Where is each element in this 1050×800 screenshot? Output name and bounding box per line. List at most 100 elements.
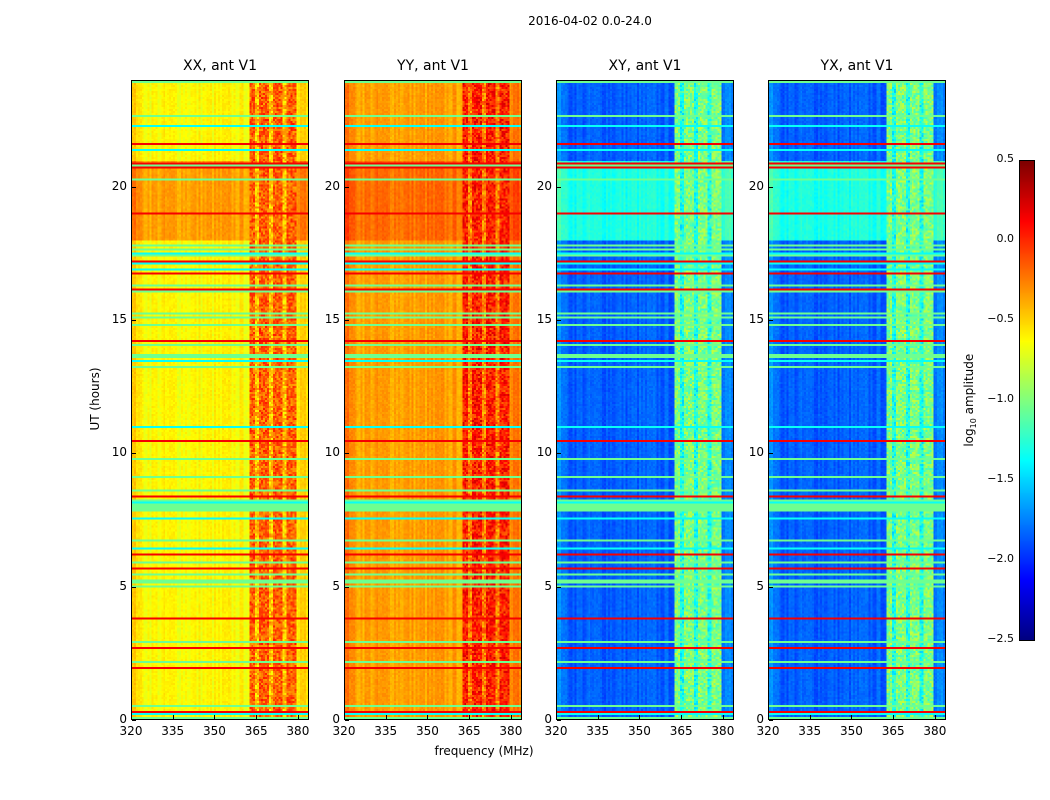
heatmap-cells bbox=[345, 81, 521, 719]
y-tick-label: 10 bbox=[536, 445, 552, 460]
y-tick-mark bbox=[557, 320, 561, 321]
y-tick-mark bbox=[132, 186, 136, 188]
x-tick-label: 335 bbox=[161, 724, 185, 738]
x-tick-label: 350 bbox=[839, 724, 863, 738]
colorbar-label-tail: amplitude bbox=[961, 353, 976, 419]
x-tick-label: 380 bbox=[923, 724, 947, 738]
x-tick-label: 320 bbox=[119, 724, 143, 738]
x-tick-mark bbox=[297, 715, 299, 719]
y-tick-mark bbox=[557, 186, 561, 188]
y-tick-mark bbox=[345, 453, 349, 455]
heatmap-cells bbox=[132, 81, 308, 719]
y-tick-label: 10 bbox=[324, 445, 340, 460]
x-tick-label: 350 bbox=[415, 724, 439, 738]
colorbar-label-main: log bbox=[961, 428, 976, 447]
x-tick-mark bbox=[172, 715, 174, 719]
panel-title: XY, ant V1 bbox=[608, 58, 682, 74]
heatmap-panel-1 bbox=[131, 80, 309, 720]
x-tick-label: 350 bbox=[202, 724, 226, 738]
y-tick-label: 10 bbox=[748, 445, 764, 460]
x-tick-mark bbox=[893, 715, 895, 719]
y-tick-label: 0 bbox=[332, 712, 340, 726]
y-tick-mark bbox=[769, 453, 773, 455]
y-tick-label: 5 bbox=[119, 578, 127, 593]
x-tick-mark bbox=[344, 715, 345, 719]
x-tick-mark bbox=[639, 715, 641, 719]
x-tick-mark bbox=[510, 715, 512, 719]
x-tick-mark bbox=[851, 715, 853, 719]
y-tick-label: 15 bbox=[748, 312, 764, 326]
y-tick-mark bbox=[345, 186, 349, 188]
x-tick-mark bbox=[214, 715, 216, 719]
colorbar-tick-label: −0.5 bbox=[987, 312, 1014, 325]
colorbar-tick-label: −2.5 bbox=[987, 632, 1014, 645]
y-tick-mark bbox=[132, 453, 136, 455]
x-tick-mark bbox=[934, 715, 936, 719]
y-tick-mark bbox=[132, 720, 136, 721]
panel-title: XX, ant V1 bbox=[183, 58, 257, 74]
heatmap-cells bbox=[769, 81, 945, 719]
colorbar-tick-label: 0.5 bbox=[996, 152, 1015, 165]
y-tick-label: 5 bbox=[332, 578, 340, 593]
y-tick-label: 15 bbox=[536, 312, 552, 326]
figure-title: 2016-04-02 0.0-24.0 bbox=[528, 14, 652, 28]
x-tick-mark bbox=[256, 715, 258, 719]
y-tick-mark bbox=[557, 586, 561, 588]
x-tick-label: 335 bbox=[374, 724, 398, 738]
colorbar-tick-label: −1.0 bbox=[987, 392, 1014, 405]
y-tick-mark bbox=[769, 320, 773, 321]
x-tick-mark bbox=[131, 715, 132, 719]
colorbar-label-sub: 10 bbox=[969, 418, 979, 429]
x-tick-label: 320 bbox=[756, 724, 780, 738]
x-axis-label: frequency (MHz) bbox=[434, 744, 534, 758]
heatmap-panel-4 bbox=[768, 80, 946, 720]
x-tick-mark bbox=[722, 715, 724, 719]
y-tick-mark bbox=[557, 453, 561, 455]
x-tick-label: 365 bbox=[881, 724, 905, 738]
y-tick-mark bbox=[769, 186, 773, 188]
y-tick-label: 5 bbox=[544, 578, 552, 593]
colorbar-tick-label: −2.0 bbox=[987, 552, 1014, 565]
x-tick-label: 320 bbox=[544, 724, 568, 738]
x-tick-label: 335 bbox=[586, 724, 610, 738]
heatmap-cells bbox=[557, 81, 733, 719]
y-tick-label: 0 bbox=[756, 712, 764, 726]
y-tick-label: 0 bbox=[119, 712, 127, 726]
x-tick-mark bbox=[681, 715, 683, 719]
x-tick-mark bbox=[768, 715, 769, 719]
x-tick-label: 380 bbox=[711, 724, 735, 738]
y-tick-label: 15 bbox=[324, 312, 340, 326]
colorbar-label: log10 amplitude bbox=[962, 340, 978, 460]
x-tick-label: 380 bbox=[499, 724, 523, 738]
x-tick-mark bbox=[427, 715, 429, 719]
x-tick-mark bbox=[809, 715, 811, 719]
y-tick-label: 20 bbox=[748, 178, 764, 193]
panel-title: YX, ant V1 bbox=[820, 58, 894, 74]
heatmap-panel-2 bbox=[344, 80, 522, 720]
x-tick-mark bbox=[385, 715, 387, 719]
y-tick-mark bbox=[769, 720, 773, 721]
x-tick-label: 320 bbox=[332, 724, 356, 738]
x-tick-mark bbox=[597, 715, 599, 719]
y-tick-label: 20 bbox=[324, 178, 340, 193]
x-tick-label: 365 bbox=[244, 724, 268, 738]
y-tick-label: 10 bbox=[111, 445, 127, 460]
y-tick-label: 20 bbox=[536, 178, 552, 193]
y-tick-label: 20 bbox=[111, 178, 127, 193]
colorbar bbox=[1019, 160, 1035, 641]
x-tick-label: 350 bbox=[627, 724, 651, 738]
colorbar-tick-label: 0.0 bbox=[996, 232, 1015, 245]
x-tick-mark bbox=[469, 715, 471, 719]
y-tick-mark bbox=[132, 586, 136, 588]
x-tick-label: 365 bbox=[457, 724, 481, 738]
x-tick-label: 380 bbox=[286, 724, 310, 738]
x-tick-label: 335 bbox=[798, 724, 822, 738]
y-tick-label: 5 bbox=[756, 578, 764, 593]
x-tick-mark bbox=[556, 715, 557, 719]
y-tick-mark bbox=[345, 586, 349, 588]
x-tick-label: 365 bbox=[669, 724, 693, 738]
y-tick-mark bbox=[132, 320, 136, 321]
y-tick-mark bbox=[345, 720, 349, 721]
y-tick-mark bbox=[769, 586, 773, 588]
